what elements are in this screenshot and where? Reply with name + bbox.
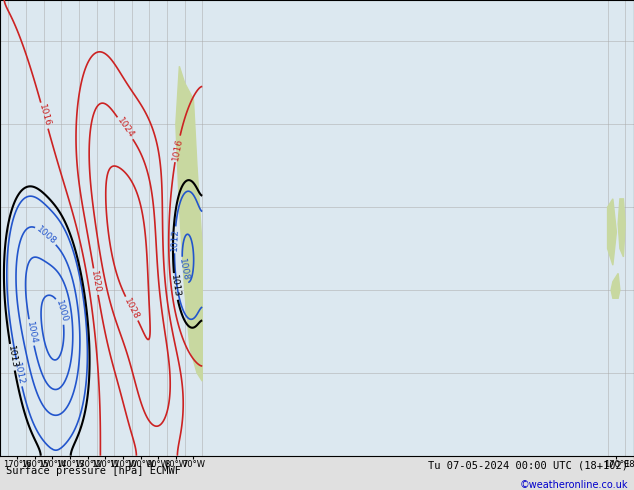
Text: 1012: 1012 bbox=[170, 228, 179, 251]
Polygon shape bbox=[618, 199, 625, 257]
Text: Surface pressure [hPa] ECMWF: Surface pressure [hPa] ECMWF bbox=[6, 466, 181, 476]
Text: 1000: 1000 bbox=[54, 299, 69, 324]
Text: 1013: 1013 bbox=[169, 274, 181, 298]
Polygon shape bbox=[176, 66, 202, 381]
Text: 1013: 1013 bbox=[6, 345, 19, 369]
Text: 1020: 1020 bbox=[89, 270, 102, 294]
Text: 1028: 1028 bbox=[122, 296, 141, 321]
Text: 1024: 1024 bbox=[115, 116, 136, 140]
Text: 1012: 1012 bbox=[12, 361, 26, 385]
Text: ©weatheronline.co.uk: ©weatheronline.co.uk bbox=[519, 480, 628, 490]
Polygon shape bbox=[607, 199, 616, 265]
Polygon shape bbox=[611, 273, 620, 298]
Text: 1008: 1008 bbox=[176, 258, 190, 282]
Text: 1016: 1016 bbox=[37, 103, 52, 128]
Text: 1008: 1008 bbox=[34, 224, 58, 246]
Text: 1004: 1004 bbox=[25, 320, 38, 344]
Text: Tu 07-05-2024 00:00 UTC (18+102): Tu 07-05-2024 00:00 UTC (18+102) bbox=[428, 460, 628, 470]
Text: 1016: 1016 bbox=[171, 137, 184, 161]
